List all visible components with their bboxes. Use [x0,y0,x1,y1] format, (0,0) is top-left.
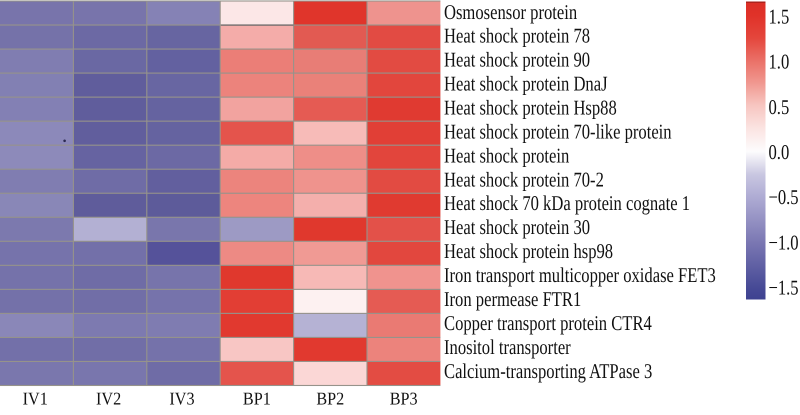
svg-text:Osmosensor protein: Osmosensor protein [444,0,578,24]
svg-text:Iron permease FTR1: Iron permease FTR1 [444,287,581,311]
svg-text:Inositol transporter: Inositol transporter [444,335,571,359]
svg-text:Heat shock protein hsp98: Heat shock protein hsp98 [444,239,613,263]
svg-text:Heat shock protein 70-like pro: Heat shock protein 70-like protein [444,119,672,143]
svg-text:1.5: 1.5 [769,4,790,28]
svg-text:Heat shock protein DnaJ: Heat shock protein DnaJ [444,72,608,96]
svg-text:1.0: 1.0 [769,50,790,74]
svg-text:−1.5: −1.5 [769,275,799,299]
svg-text:Heat shock 70 kDa protein cogn: Heat shock 70 kDa protein cognate 1 [444,191,690,215]
svg-text:Heat shock protein 90: Heat shock protein 90 [444,48,590,72]
svg-text:0.5: 0.5 [769,95,790,119]
svg-text:0.0: 0.0 [769,140,790,164]
svg-text:−0.5: −0.5 [769,185,799,209]
svg-text:Heat shock protein Hsp88: Heat shock protein Hsp88 [444,96,617,120]
svg-text:Heat shock protein 78: Heat shock protein 78 [444,24,590,48]
svg-text:Heat shock protein 70-2: Heat shock protein 70-2 [444,167,604,191]
svg-text:Heat shock protein 30: Heat shock protein 30 [444,215,590,239]
svg-text:IV1: IV1 [23,389,48,409]
svg-text:BP2: BP2 [316,389,344,409]
svg-text:BP1: BP1 [243,389,271,409]
svg-text:IV2: IV2 [96,389,121,409]
svg-text:Copper transport protein CTR4: Copper transport protein CTR4 [444,311,652,335]
svg-text:Iron transport multicopper oxi: Iron transport multicopper oxidase FET3 [444,263,716,287]
svg-text:−1.0: −1.0 [769,230,799,254]
svg-text:BP3: BP3 [390,389,418,409]
svg-text:IV3: IV3 [169,389,194,409]
svg-text:Calcium-transporting ATPase 3: Calcium-transporting ATPase 3 [444,359,652,383]
svg-text:Heat shock protein: Heat shock protein [444,143,570,167]
